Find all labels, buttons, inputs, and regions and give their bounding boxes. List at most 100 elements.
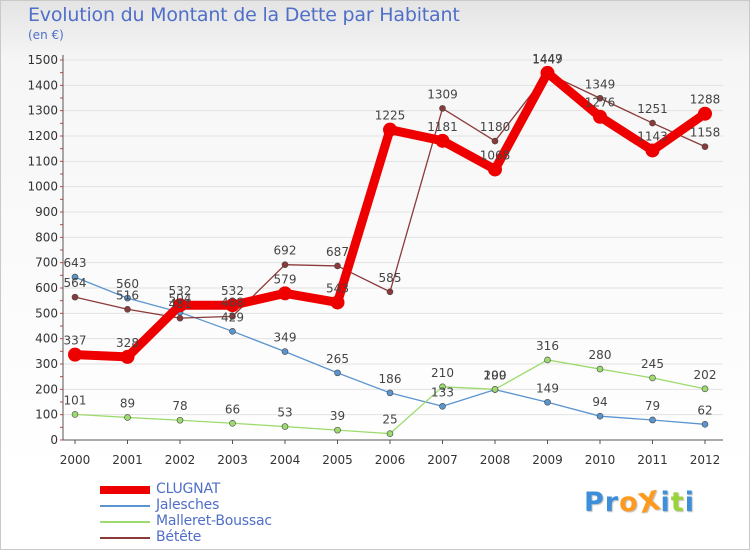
data-label: 202 <box>694 368 717 382</box>
logo-letter: i <box>684 487 695 518</box>
x-tick-label: 2008 <box>480 453 511 467</box>
data-point <box>278 286 292 301</box>
data-label: 78 <box>172 399 187 413</box>
data-point <box>544 398 551 406</box>
legend-label: Bétête <box>156 529 202 545</box>
data-point <box>330 295 345 310</box>
data-point <box>439 403 446 410</box>
data-point <box>701 143 709 150</box>
y-tick-label: 1000 <box>27 180 58 194</box>
data-point <box>71 293 79 301</box>
data-point <box>225 298 240 313</box>
legend-item: CLUGNAT <box>100 481 360 498</box>
data-label: 543 <box>326 281 349 295</box>
data-point <box>334 426 341 434</box>
data-point <box>701 385 709 393</box>
data-label: 149 <box>536 381 559 395</box>
logo-letter: X <box>635 485 664 520</box>
proxiti-logo: ProXiti <box>584 485 695 520</box>
data-label: 337 <box>64 334 87 348</box>
x-tick-label: 2007 <box>427 453 458 467</box>
legend-swatch <box>100 521 150 523</box>
legend-swatch <box>100 505 150 507</box>
data-point <box>281 261 289 268</box>
y-tick-label: 800 <box>35 230 58 244</box>
data-label: 245 <box>641 357 664 371</box>
data-point <box>386 288 394 296</box>
y-tick-label: 1100 <box>27 154 58 168</box>
y-tick-label: 1400 <box>27 78 58 92</box>
data-label: 265 <box>326 352 349 366</box>
data-label: 481 <box>169 297 192 311</box>
x-tick-label: 2012 <box>690 453 721 467</box>
y-tick-label: 1500 <box>27 53 58 67</box>
data-point <box>124 305 131 313</box>
x-tick-label: 2003 <box>217 453 248 467</box>
data-point <box>435 133 450 148</box>
data-label: 504 <box>169 291 192 305</box>
data-point <box>439 383 446 391</box>
data-label: 488 <box>221 295 244 309</box>
y-axis-unit: (en €) <box>28 28 64 42</box>
data-label: 1181 <box>427 120 458 134</box>
data-label: 564 <box>64 276 87 290</box>
logo-letter: i <box>660 487 671 518</box>
legend-swatch <box>100 486 150 494</box>
data-point <box>176 314 184 322</box>
data-label: 429 <box>221 310 244 324</box>
data-point <box>383 122 397 137</box>
series-malleret-boussac <box>71 356 709 437</box>
data-label: 532 <box>221 284 244 298</box>
data-label: 585 <box>379 271 402 285</box>
data-point <box>596 94 604 102</box>
data-label: 186 <box>379 372 402 386</box>
data-point <box>701 420 709 428</box>
legend-item: Jalesches <box>100 497 360 514</box>
data-point <box>645 143 660 158</box>
data-label: 532 <box>169 284 192 298</box>
data-label: 1225 <box>375 109 406 123</box>
data-label: 579 <box>274 272 297 286</box>
data-point <box>649 416 656 424</box>
data-label: 1251 <box>637 102 668 116</box>
data-point <box>439 105 446 112</box>
axes: 0 100 200 300 400 500 600 700 800 900 1000 1100 1200… <box>27 53 723 467</box>
y-tick-label: 0 <box>50 433 58 447</box>
series-layer <box>68 65 712 437</box>
y-tick-label: 600 <box>35 281 58 295</box>
y-tick-label: 700 <box>35 256 58 270</box>
data-point <box>229 419 236 427</box>
data-point <box>176 416 184 424</box>
data-label: 1180 <box>480 120 511 134</box>
data-label: 1143 <box>637 129 668 143</box>
x-tick-label: 2005 <box>322 453 353 467</box>
data-label: 316 <box>536 339 559 353</box>
data-label: 79 <box>645 399 660 413</box>
data-point <box>71 273 79 281</box>
data-label: 53 <box>277 406 292 420</box>
data-label: 1158 <box>690 126 721 140</box>
data-point <box>229 313 236 320</box>
data-label: 1449 <box>532 52 563 66</box>
data-point <box>120 349 135 364</box>
data-point <box>281 348 289 355</box>
data-label: 1447 <box>532 52 563 66</box>
series-clugnat <box>68 65 712 364</box>
x-tick-label: 2001 <box>112 453 143 467</box>
data-point <box>649 119 656 127</box>
legend: CLUGNAT Jalesches Malleret-Boussac Bétête <box>100 481 360 546</box>
data-label: 89 <box>120 396 135 410</box>
data-label: 280 <box>589 348 612 362</box>
y-tick-label: 900 <box>35 205 58 219</box>
series-b-t-te <box>71 70 709 322</box>
legend-label: Malleret-Boussac <box>156 513 272 529</box>
data-point <box>281 423 289 430</box>
data-point <box>544 356 551 364</box>
data-label: 643 <box>64 256 87 270</box>
y-tick-label: 100 <box>35 408 58 422</box>
x-tick-label: 2011 <box>637 453 668 467</box>
legend-item: Malleret-Boussac <box>100 513 360 530</box>
data-label: 25 <box>382 413 397 427</box>
